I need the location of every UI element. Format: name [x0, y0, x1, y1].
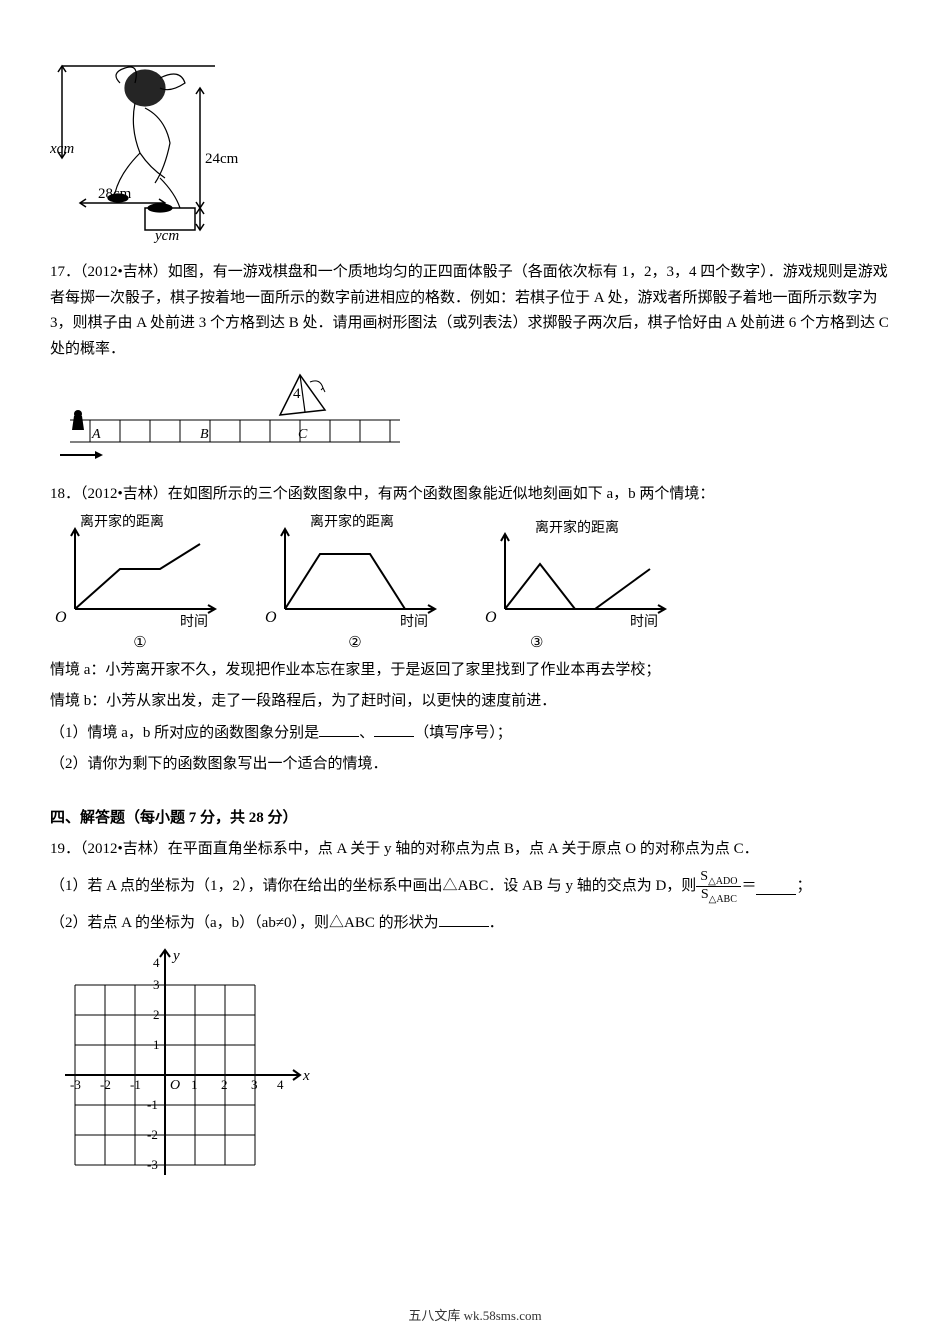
xtick-2: 2: [221, 1077, 228, 1092]
graph3-xlabel: 时间: [630, 614, 658, 629]
graph2-origin: O: [265, 609, 277, 626]
blank-1: [319, 721, 359, 737]
page-footer: 五八文库 wk.58sms.com: [0, 1305, 950, 1324]
q18-number: 18．: [50, 486, 80, 502]
q18-graphs: 离开家的距离 O 时间 离开家的距离 O 时间 离开家的距离: [50, 514, 900, 629]
graph1-num: ①: [50, 633, 230, 652]
graph2-ylabel: 离开家的距离: [310, 514, 394, 530]
q17-body: （2012•吉林）如图，有一游戏棋盘和一个质地均匀的正四面体骰子（各面依次标有 …: [50, 264, 889, 357]
q18-sub1-pre: （1）情境 a，b 所对应的函数图象分别是: [50, 725, 319, 741]
graph3-origin: O: [485, 609, 497, 626]
q18-sub1-mid: 、: [359, 725, 374, 741]
xtick-3: 3: [251, 1077, 258, 1092]
graph1-xlabel: 时间: [180, 614, 208, 629]
ytick-4: 4: [153, 955, 160, 970]
graph-3: 离开家的距离 O 时间: [480, 514, 680, 629]
q18-scenario-a: 情境 a：小芳离开家不久，发现把作业本忘在家里，于是返回了家里找到了作业本再去学…: [50, 658, 900, 684]
ytick-1: 1: [153, 1037, 160, 1052]
xtick-1: 1: [191, 1077, 198, 1092]
q19-sub2: （2）若点 A 的坐标为（a，b）（ab≠0），则△ABC 的形状为 ．: [50, 911, 900, 937]
board-label-a: A: [91, 427, 101, 442]
graph-1: 离开家的距离 O 时间: [50, 514, 230, 629]
graph1-origin: O: [55, 609, 67, 626]
q19-number: 19．: [50, 841, 80, 857]
q19-intro: 19．（2012•吉林）在平面直角坐标系中，点 A 关于 y 轴的对称点为点 B…: [50, 837, 900, 863]
frac-den-s: S: [701, 887, 709, 902]
page-root: xcm 24cm 28cm: [0, 0, 950, 1344]
figure-16: xcm 24cm 28cm: [50, 58, 900, 248]
q18-scenario-b: 情境 b：小芳从家出发，走了一段路程后，为了赶时间，以更快的速度前进．: [50, 689, 900, 715]
figure-17: 4: [50, 370, 900, 470]
label-ycm: ycm: [153, 228, 179, 243]
figure-16-svg: xcm 24cm 28cm: [50, 58, 260, 243]
q18-sub1: （1）情境 a，b 所对应的函数图象分别是 、 （填写序号）；: [50, 721, 900, 747]
fraction: S△ADO S△ABC: [696, 869, 741, 906]
q18-intro-text: （2012•吉林）在如图所示的三个函数图象中，有两个函数图象能近似地刻画如下 a…: [80, 486, 714, 502]
board-label-c: C: [298, 427, 308, 442]
ytick-2: 2: [153, 1007, 160, 1022]
label-xcm: xcm: [50, 141, 74, 157]
q19-sub2-pre: （2）若点 A 的坐标为（a，b）（ab≠0），则△ABC 的形状为: [50, 915, 439, 931]
label-24cm: 24cm: [205, 151, 239, 167]
xtick-4: 4: [277, 1077, 284, 1092]
frac-num-s: S: [700, 869, 708, 884]
q17-text: 17．（2012•吉林）如图，有一游戏棋盘和一个质地均匀的正四面体骰子（各面依次…: [50, 260, 900, 362]
blank-3: [756, 879, 796, 895]
q18-sub1-post: （填写序号）；: [414, 725, 512, 741]
q19-sub1-eq: ＝: [741, 874, 756, 900]
grid-svg: y x O -3 -2 -1 1 2 3 4 1 2 3 4 -1 -: [50, 945, 320, 1205]
xtick--2: -2: [100, 1077, 111, 1092]
board-label-b: B: [200, 427, 209, 442]
section4-title: 四、解答题（每小题 7 分，共 28 分）: [50, 806, 900, 832]
graph3-num: ③: [480, 633, 680, 652]
axis-y-label: y: [171, 948, 180, 964]
graph2-xlabel: 时间: [400, 614, 428, 629]
q19-sub2-end: ．: [489, 915, 504, 931]
q17-number: 17．: [50, 264, 80, 280]
q19-sub1-end: ；: [796, 874, 811, 900]
xtick--1: -1: [130, 1077, 141, 1092]
q19-sub1: （1）若 A 点的坐标为（1，2），请你在给出的坐标系中画出△ABC．设 AB …: [50, 869, 900, 906]
figure-19-grid: y x O -3 -2 -1 1 2 3 4 1 2 3 4 -1 -: [50, 945, 900, 1210]
label-28cm: 28cm: [98, 186, 132, 202]
q18-intro: 18．（2012•吉林）在如图所示的三个函数图象中，有两个函数图象能近似地刻画如…: [50, 482, 900, 508]
frac-num-sub: △ADO: [708, 875, 737, 886]
frac-den-sub: △ABC: [709, 894, 737, 905]
ytick--2: -2: [147, 1127, 158, 1142]
ytick-3: 3: [153, 977, 160, 992]
q18-graph-labels: ① ② ③: [50, 633, 900, 652]
graph1-ylabel: 离开家的距离: [80, 514, 164, 530]
figure-17-svg: 4: [50, 370, 410, 465]
blank-4: [439, 911, 489, 927]
q19-sub1-pre: （1）若 A 点的坐标为（1，2），请你在给出的坐标系中画出△ABC．设 AB …: [50, 874, 696, 900]
blank-2: [374, 721, 414, 737]
graph-2: 离开家的距离 O 时间: [260, 514, 450, 629]
q19-intro-text: （2012•吉林）在平面直角坐标系中，点 A 关于 y 轴的对称点为点 B，点 …: [80, 841, 759, 857]
axis-x-label: x: [302, 1068, 310, 1084]
graph3-ylabel: 离开家的距离: [535, 519, 619, 536]
ytick--1: -1: [147, 1097, 158, 1112]
die-face-label: 4: [293, 386, 301, 402]
xtick--3: -3: [70, 1077, 81, 1092]
q18-sub2: （2）请你为剩下的函数图象写出一个适合的情境．: [50, 752, 900, 778]
grid-origin: O: [170, 1078, 180, 1093]
ytick--3: -3: [147, 1157, 158, 1172]
graph2-num: ②: [260, 633, 450, 652]
